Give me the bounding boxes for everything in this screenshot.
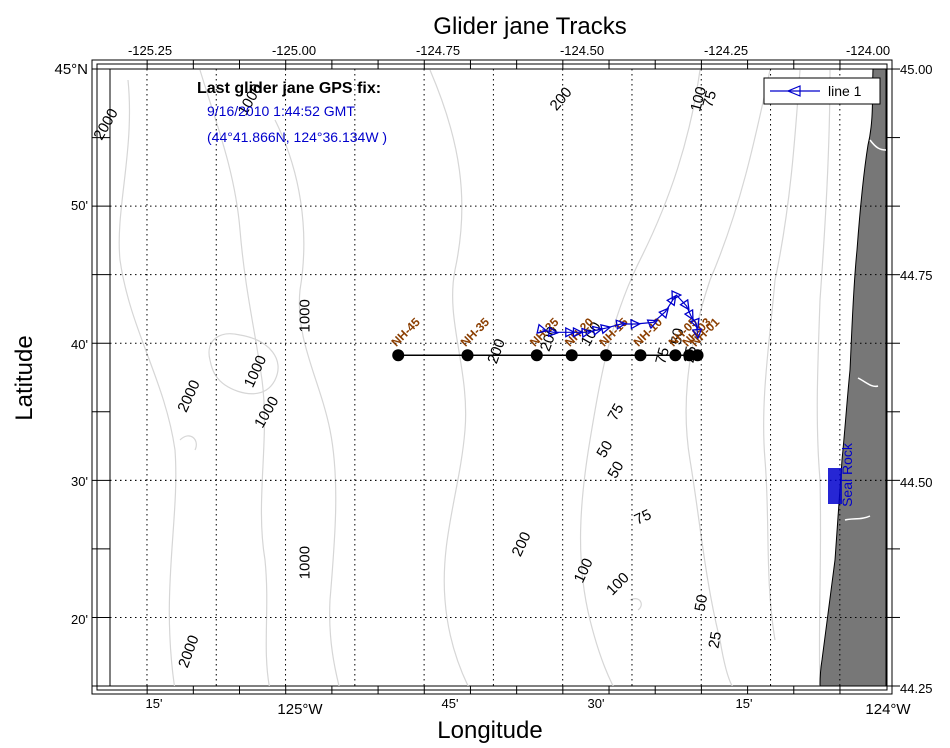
left-tick-1: 45°N bbox=[54, 61, 88, 78]
station-dot[interactable] bbox=[461, 349, 474, 362]
top-tick-4: -124.50 bbox=[560, 43, 604, 58]
left-tick-3: 40' bbox=[71, 337, 88, 352]
contour-200 bbox=[429, 69, 469, 686]
station-dot[interactable] bbox=[683, 349, 696, 362]
inner-frame bbox=[96, 63, 888, 691]
right-tick-1: 45.00 bbox=[900, 62, 933, 77]
left-tick-2: 50' bbox=[71, 198, 88, 213]
right-tick-labels: 45.00 44.75 44.50 44.25 bbox=[900, 62, 933, 696]
top-tick-6: -124.00 bbox=[846, 43, 890, 58]
contour-small-1 bbox=[179, 435, 197, 451]
river-mouth-north bbox=[869, 139, 887, 151]
contour-1000-east bbox=[274, 119, 340, 686]
station-dot[interactable] bbox=[634, 349, 647, 362]
station-dot[interactable] bbox=[600, 349, 613, 362]
glider-track-line[interactable] bbox=[542, 295, 697, 334]
legend[interactable]: line 1 bbox=[763, 77, 881, 105]
legend-marker-icon bbox=[786, 85, 801, 97]
left-tick-5: 20' bbox=[71, 612, 88, 627]
contour-label: 100 bbox=[687, 85, 710, 114]
gps-heading: Last glider jane GPS fix: bbox=[197, 80, 381, 97]
contour-label: 50 bbox=[593, 438, 616, 461]
land-coast bbox=[819, 69, 886, 686]
contour-1000-west bbox=[199, 69, 270, 686]
contour-label: 50 bbox=[692, 593, 712, 612]
station-dot[interactable] bbox=[392, 349, 405, 362]
top-tick-labels: -125.25 -125.00 -124.75 -124.50 -124.25 … bbox=[128, 43, 890, 58]
right-tick-3: 44.50 bbox=[900, 475, 933, 490]
gps-time: 9/16/2010 1:44:52 GMT bbox=[207, 103, 355, 119]
contour-label: 50 bbox=[605, 458, 628, 481]
contour-100 bbox=[579, 69, 701, 686]
contour-75 bbox=[685, 69, 771, 686]
contour-label: 75 bbox=[605, 401, 628, 424]
bathymetry-contours bbox=[118, 69, 831, 686]
gps-position: (44°41.866N, 124°36.134W ) bbox=[207, 129, 387, 145]
contour-label: 25 bbox=[705, 630, 725, 649]
river-mouth-yaquina bbox=[857, 377, 879, 388]
right-tick-4: 44.25 bbox=[900, 681, 933, 696]
contour-25 bbox=[816, 69, 831, 686]
river-mouth-alsea bbox=[844, 515, 871, 521]
station-dot[interactable] bbox=[565, 349, 578, 362]
contour-label: 1000 bbox=[297, 299, 314, 332]
chart-title: Glider jane Tracks bbox=[433, 13, 626, 40]
left-tick-labels: 45°N 50' 40' 30' 20' bbox=[54, 61, 88, 627]
station-dot[interactable] bbox=[691, 349, 704, 362]
axis-ticks bbox=[92, 60, 900, 694]
top-tick-1: -125.25 bbox=[128, 43, 172, 58]
contour-label: 75 bbox=[699, 89, 720, 110]
legend-label: line 1 bbox=[828, 83, 862, 99]
contour-1000-seamount bbox=[208, 333, 279, 395]
seal-rock-marker: Seal Rock bbox=[828, 442, 855, 507]
seal-rock-label: Seal Rock bbox=[839, 442, 855, 507]
gps-fix-info: Last glider jane GPS fix: 9/16/2010 1:44… bbox=[197, 80, 387, 145]
bottom-tick-5: 15' bbox=[736, 696, 753, 711]
left-tick-4: 30' bbox=[71, 474, 88, 489]
seal-rock-blob bbox=[828, 468, 842, 504]
x-axis-label: Longitude bbox=[437, 717, 542, 744]
contour-2000-west bbox=[118, 79, 177, 686]
contour-50 bbox=[763, 69, 801, 641]
station-dot[interactable] bbox=[669, 349, 682, 362]
bottom-tick-4: 30' bbox=[588, 696, 605, 711]
contour-label: 75 bbox=[632, 506, 654, 528]
bottom-tick-2: 125°W bbox=[277, 701, 323, 718]
top-tick-2: -125.00 bbox=[272, 43, 316, 58]
contour-label: 1000 bbox=[297, 546, 314, 579]
bottom-tick-3: 45' bbox=[442, 696, 459, 711]
top-tick-5: -124.25 bbox=[704, 43, 748, 58]
plot-area[interactable] bbox=[109, 68, 887, 687]
y-axis-label: Latitude bbox=[11, 335, 38, 420]
bottom-tick-labels: 15' 125°W 45' 30' 15' 124°W bbox=[146, 696, 912, 718]
bottom-tick-1: 15' bbox=[146, 696, 163, 711]
top-tick-3: -124.75 bbox=[416, 43, 460, 58]
right-tick-2: 44.75 bbox=[900, 268, 933, 283]
outer-frame bbox=[91, 59, 893, 695]
bottom-tick-6: 124°W bbox=[865, 701, 911, 718]
station-dot[interactable] bbox=[530, 349, 543, 362]
